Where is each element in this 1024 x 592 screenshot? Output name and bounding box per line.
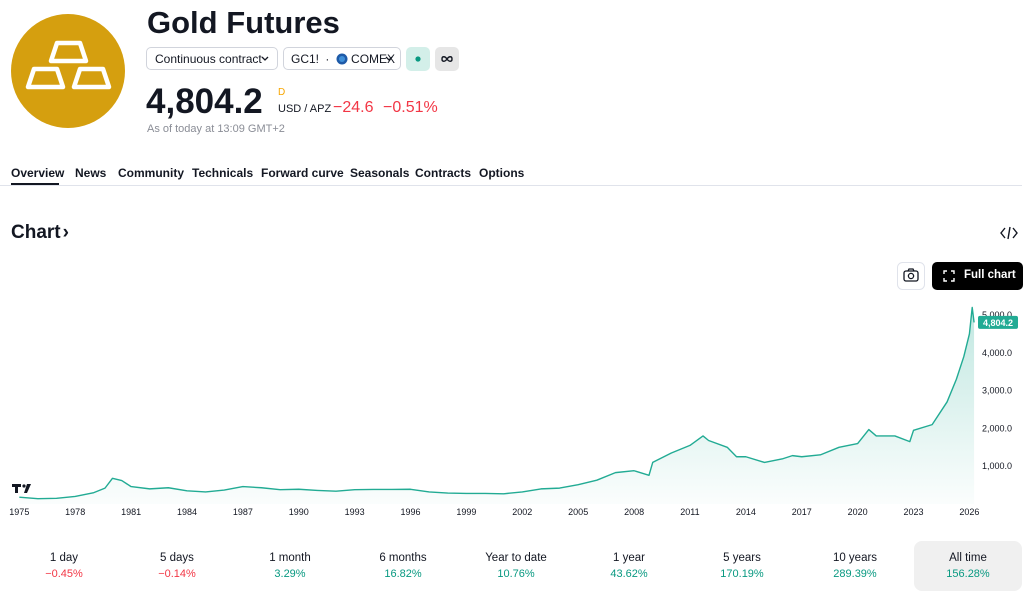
price-change-percent: −0.51% — [383, 99, 438, 116]
tab[interactable]: Seasonals — [350, 166, 410, 180]
full-chart-label: Full chart — [964, 269, 1016, 281]
period-label: All time — [949, 552, 987, 564]
tradingview-logo — [12, 484, 31, 493]
x-tick-label: 2014 — [736, 507, 756, 517]
y-tick-label: 3,000.0 — [982, 386, 1012, 396]
tab[interactable]: Overview — [11, 166, 65, 180]
price-flag: D — [278, 87, 286, 98]
x-tick-label: 1984 — [177, 507, 197, 517]
period-item[interactable]: 5 years 170.19% — [688, 541, 796, 591]
period-value: 170.19% — [720, 568, 764, 580]
section-title: Chart — [11, 222, 61, 243]
embed-icon[interactable] — [1000, 225, 1018, 241]
x-tick-label: 1993 — [345, 507, 365, 517]
x-tick-label: 1996 — [401, 507, 421, 517]
full-chart-button[interactable]: Full chart — [932, 262, 1023, 290]
period-label: 6 months — [379, 552, 427, 564]
period-label: 5 years — [723, 552, 761, 564]
currency: USD / APZ — [278, 103, 332, 115]
title: Gold Futures — [147, 5, 340, 40]
x-tick-label: 2023 — [904, 507, 924, 517]
tab[interactable]: News — [75, 166, 107, 180]
period-value: −0.45% — [45, 568, 83, 580]
x-tick-label: 1978 — [65, 507, 85, 517]
period-value: 156.28% — [946, 568, 990, 580]
price-change: −24.6 — [333, 99, 374, 116]
x-tick-label: 1999 — [456, 507, 476, 517]
last-price-label: 4,804.2 — [983, 318, 1013, 328]
tab[interactable]: Community — [118, 166, 184, 180]
period-item[interactable]: 10 years 289.39% — [801, 541, 909, 591]
price-chart: 1975 1978 1981 1984 1987 1990 1993 1996 1999 2002… — [9, 306, 1018, 517]
period-value: 3.29% — [274, 568, 306, 580]
period-value: 43.62% — [610, 568, 648, 580]
symbol-dropdown[interactable]: GC1! · COMEX — [283, 47, 401, 70]
x-tick-label: 1990 — [289, 507, 309, 517]
x-tick-label: 2005 — [568, 507, 588, 517]
period-value: 289.39% — [833, 568, 877, 580]
period-item[interactable]: All time 156.28% — [914, 541, 1022, 591]
period-item[interactable]: Year to date 10.76% — [462, 541, 570, 591]
expand-icon — [943, 270, 955, 282]
period-value: −0.14% — [158, 568, 196, 580]
price-line — [19, 306, 975, 500]
tab[interactable]: Forward curve — [261, 166, 344, 180]
period-label: 1 month — [269, 552, 311, 564]
tab[interactable]: Technicals — [192, 166, 254, 180]
contract-dropdown[interactable]: Continuous contract — [146, 47, 278, 70]
period-label: 1 day — [49, 552, 79, 564]
x-tick-label: 2026 — [959, 507, 979, 517]
snapshot-button[interactable] — [897, 262, 925, 290]
x-tick-label: 2017 — [792, 507, 812, 517]
symbol: GC1! — [291, 52, 320, 66]
period-item[interactable]: 5 days −0.14% — [123, 541, 231, 591]
continuous-icon[interactable] — [435, 47, 459, 71]
period-label: 1 year — [613, 552, 645, 564]
x-tick-label: 2008 — [624, 507, 644, 517]
active-tab-underline — [11, 183, 59, 185]
chevron — [385, 56, 393, 61]
period-item[interactable]: 1 month 3.29% — [236, 541, 344, 591]
period-item[interactable]: 1 day −0.45% — [10, 541, 118, 591]
x-tick-label: 1975 — [9, 507, 29, 517]
period-label: Year to date — [485, 552, 547, 564]
period-value: 10.76% — [497, 568, 535, 580]
y-tick-label: 2,000.0 — [982, 423, 1012, 433]
x-tick-label: 1987 — [233, 507, 253, 517]
period-item[interactable]: 1 year 43.62% — [575, 541, 683, 591]
price: 4,804.2 — [146, 82, 263, 121]
x-tick-label: 2002 — [512, 507, 532, 517]
chevron — [261, 56, 269, 61]
tab[interactable]: Contracts — [415, 166, 472, 180]
market-status[interactable] — [406, 47, 430, 71]
area-fill — [19, 307, 975, 504]
exchange-icon — [336, 53, 348, 65]
last-price-box — [978, 315, 1018, 329]
divider — [0, 185, 1022, 186]
x-tick-label: 1981 — [121, 507, 141, 517]
period-item[interactable]: 6 months 16.82% — [349, 541, 457, 591]
exchange: COMEX — [351, 52, 396, 66]
period-label: 5 days — [160, 552, 194, 564]
period-value: 16.82% — [384, 568, 422, 580]
section-arrow: › — [62, 222, 69, 243]
contract-label: Continuous contract — [155, 52, 262, 66]
period-label: 10 years — [832, 552, 878, 564]
y-tick-label: 5,000.0 — [982, 310, 1012, 320]
separator: · — [325, 52, 330, 66]
x-tick-label: 2011 — [680, 507, 699, 517]
gold-logo — [11, 14, 125, 128]
y-tick-label: 1,000.0 — [982, 461, 1012, 471]
section-heading[interactable]: Chart › — [11, 222, 69, 244]
y-tick-label: 4,000.0 — [982, 348, 1012, 358]
x-tick-label: 2020 — [848, 507, 868, 517]
as-of: As of today at 13:09 GMT+2 — [147, 123, 285, 135]
tab[interactable]: Options — [479, 166, 525, 180]
